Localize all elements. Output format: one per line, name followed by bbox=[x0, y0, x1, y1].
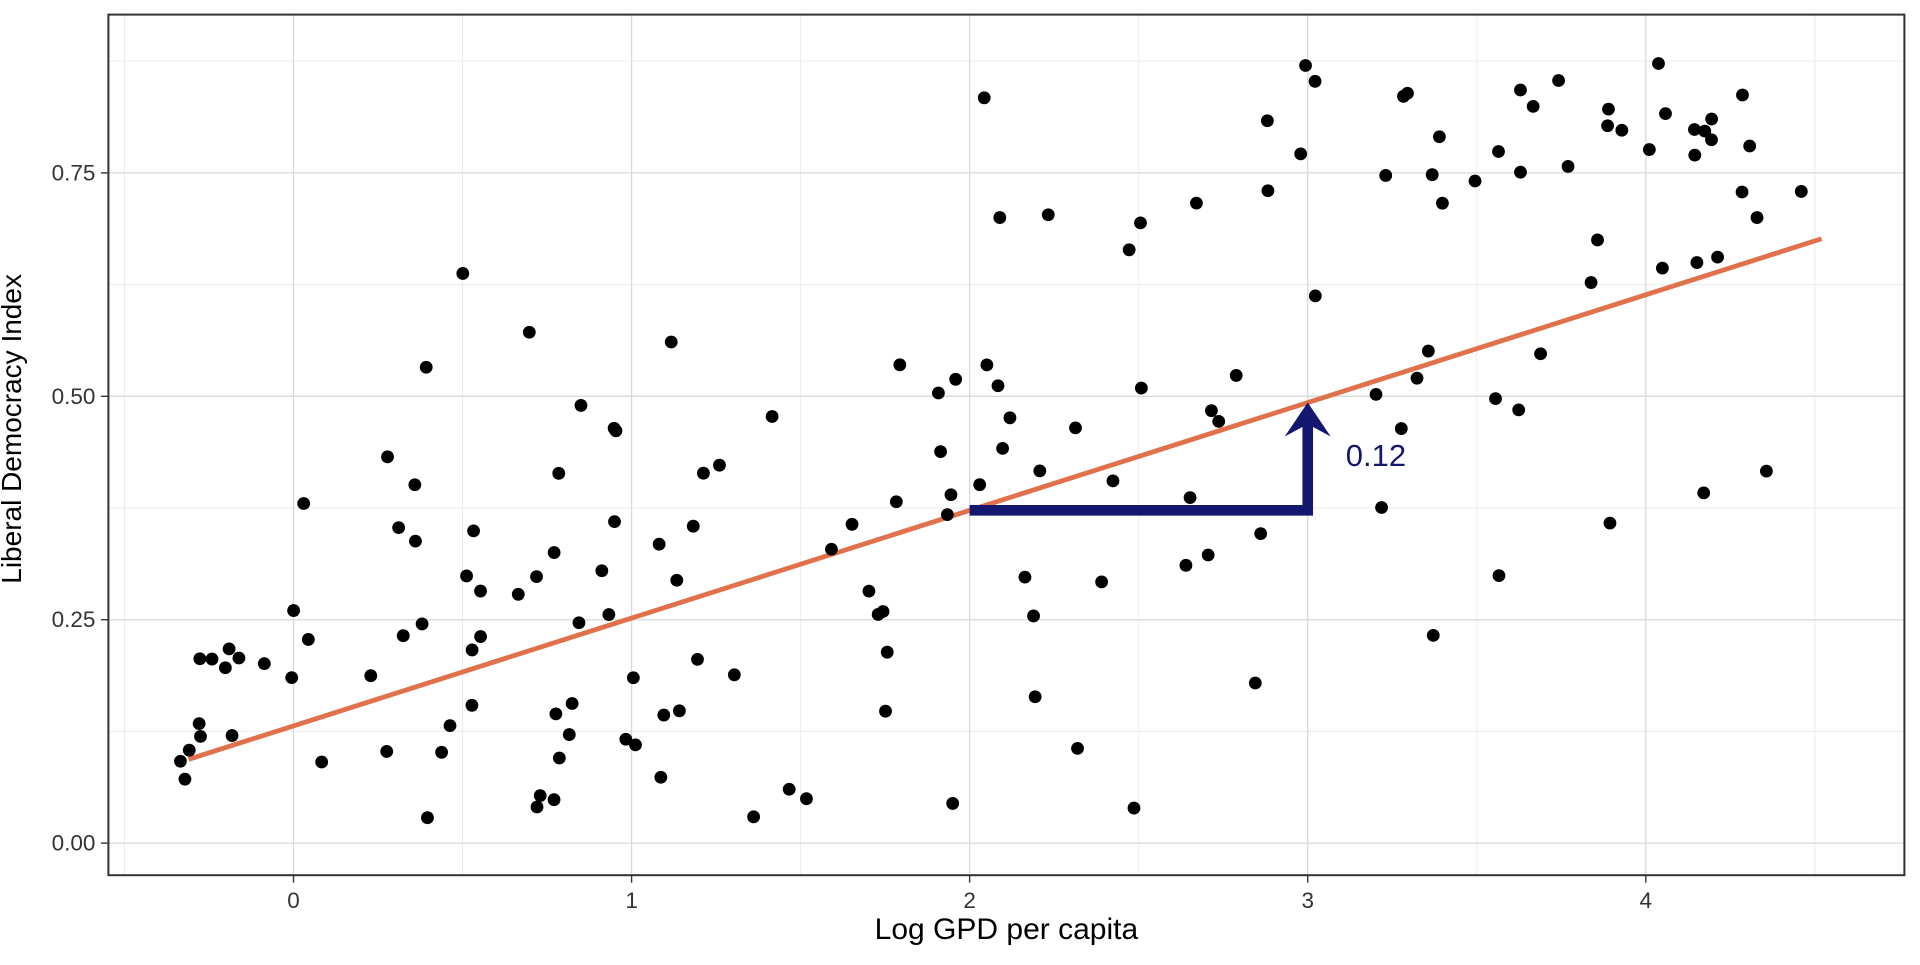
svg-text:0: 0 bbox=[287, 888, 300, 913]
svg-text:4: 4 bbox=[1640, 888, 1653, 913]
svg-text:0.12: 0.12 bbox=[1346, 438, 1406, 473]
svg-text:Liberal Democracy Index: Liberal Democracy Index bbox=[0, 274, 27, 584]
svg-text:Log GPD per capita: Log GPD per capita bbox=[875, 913, 1139, 946]
svg-text:0.50: 0.50 bbox=[52, 384, 96, 409]
svg-text:0.00: 0.00 bbox=[52, 831, 96, 856]
svg-text:2: 2 bbox=[963, 888, 976, 913]
svg-text:1: 1 bbox=[625, 888, 638, 913]
svg-text:0.25: 0.25 bbox=[52, 607, 96, 632]
svg-text:0.75: 0.75 bbox=[52, 160, 96, 185]
svg-text:3: 3 bbox=[1301, 888, 1314, 913]
